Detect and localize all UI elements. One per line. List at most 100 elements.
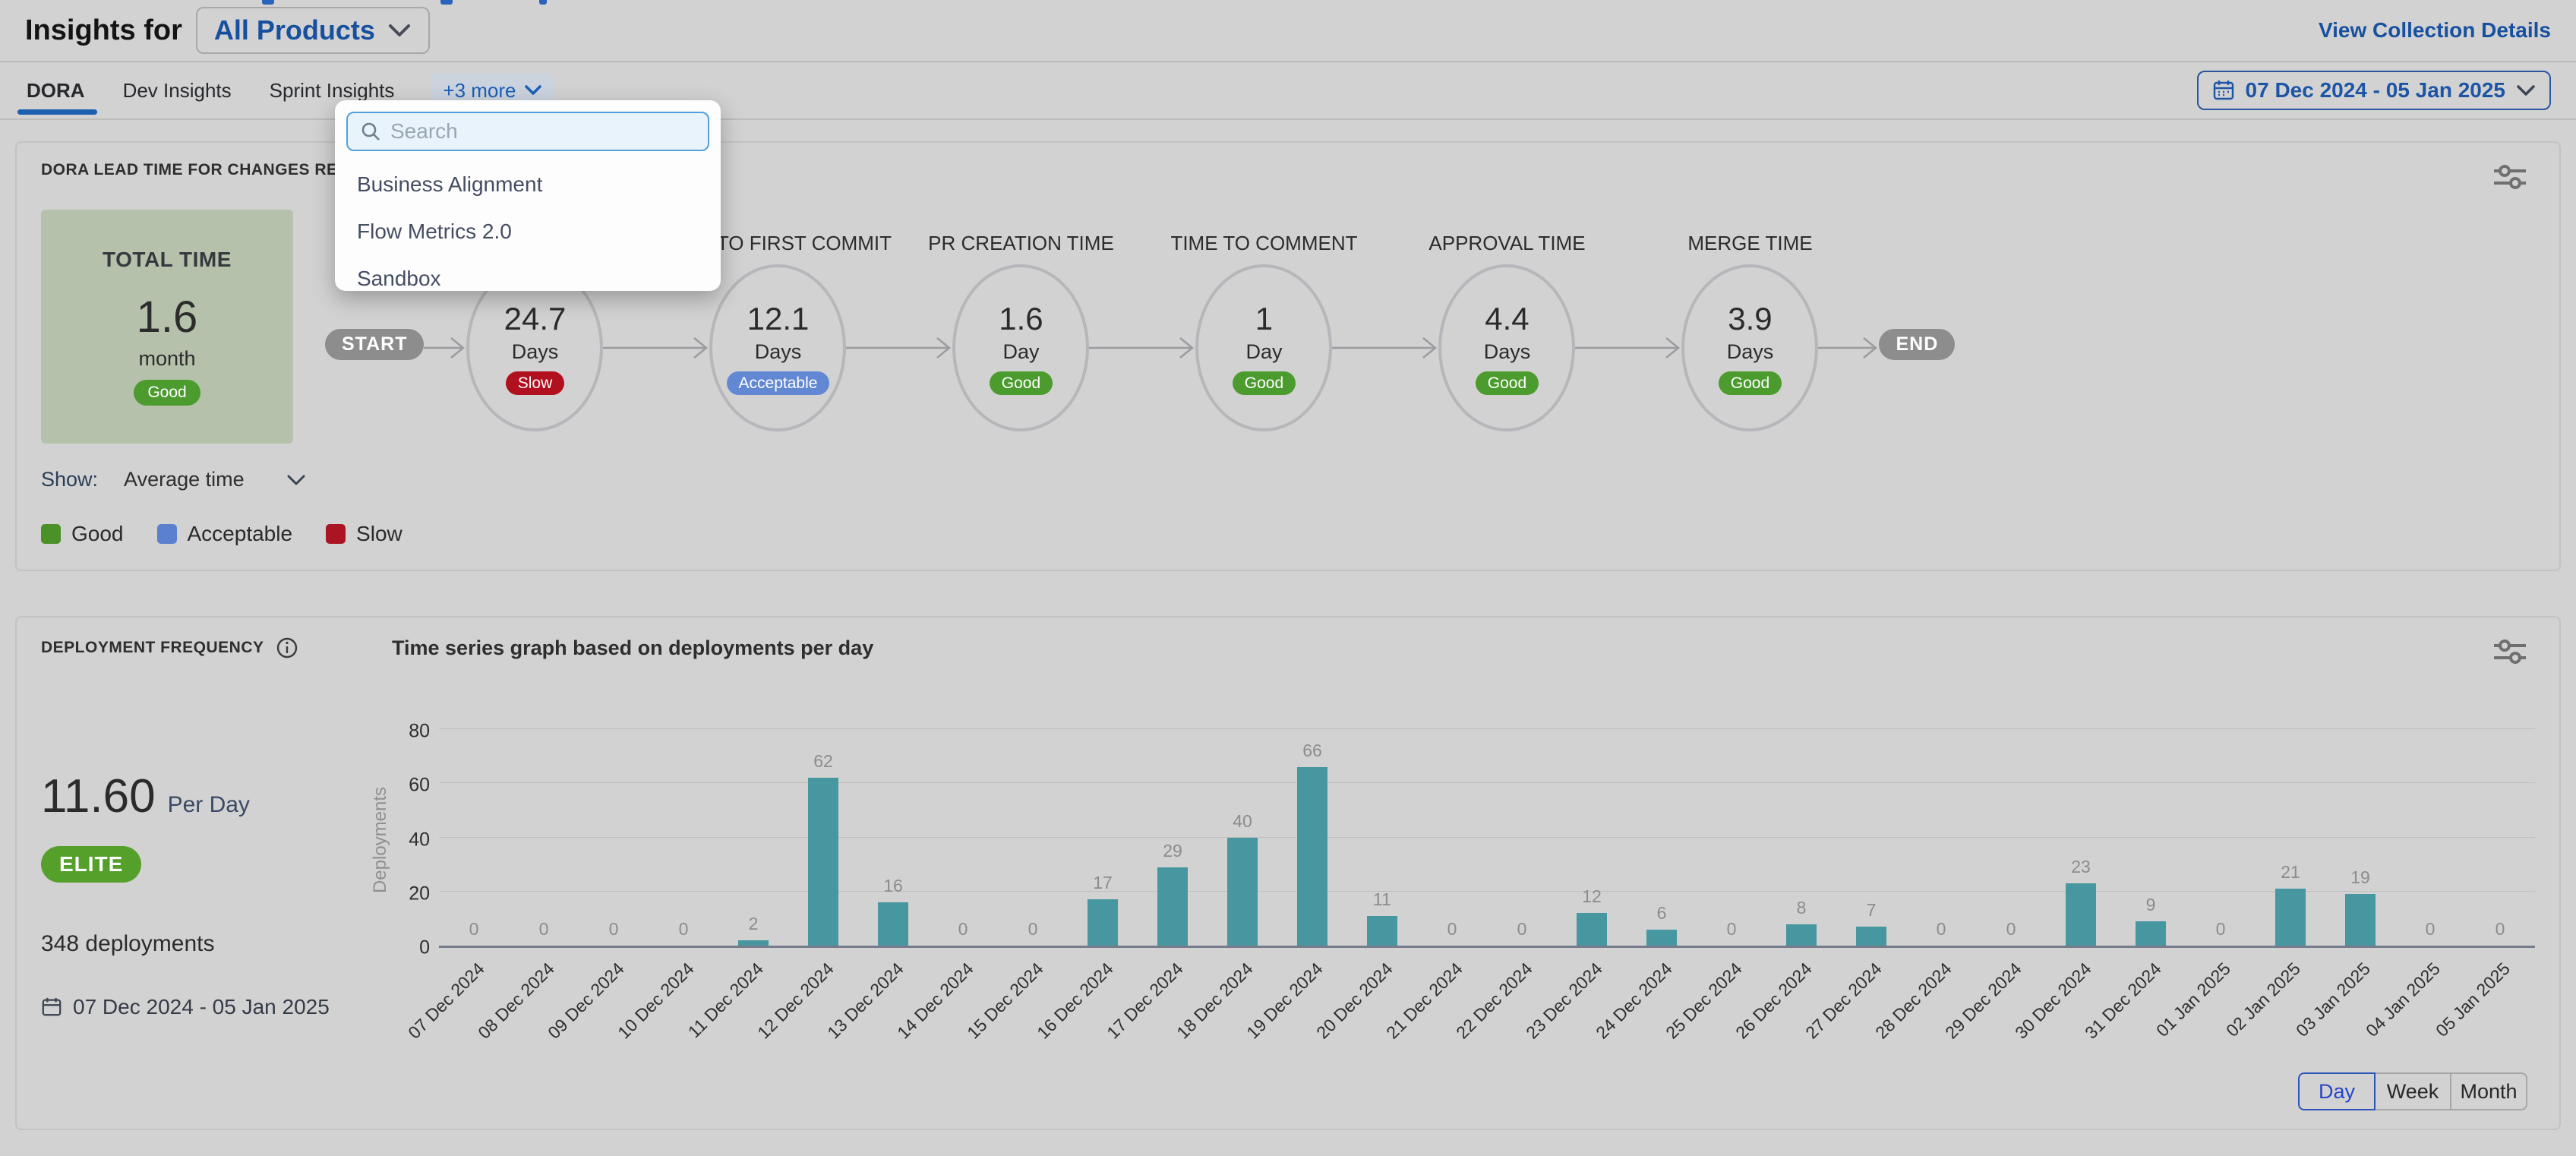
gridline [439, 836, 2535, 838]
stage-label: APPROVAL TIME [1428, 231, 1586, 254]
x-tick-label: 05 Jan 2025 [2432, 959, 2514, 1041]
more-tabs-dropdown: Business Alignment Flow Metrics 2.0 Sandbo… [335, 100, 721, 291]
dropdown-item-business-alignment[interactable]: Business Alignment [357, 172, 543, 196]
gridline [439, 890, 2535, 892]
product-selector-value: All Products [213, 14, 375, 46]
granularity-month-button[interactable]: Month [2450, 1072, 2527, 1110]
lead-time-stage: 24.7 Days Slow [466, 264, 604, 431]
stage-unit: Day [1002, 340, 1040, 363]
y-tick-label: 0 [419, 936, 430, 959]
stage-circle: 12.1 Days Acceptable [709, 264, 847, 431]
bar-value-label: 6 [1656, 902, 1667, 923]
dropdown-item-sandbox[interactable]: Sandbox [357, 267, 441, 290]
divider [0, 118, 2576, 120]
deployment-bar [1227, 837, 1258, 946]
bar-value-label: 2 [748, 913, 759, 933]
divider [0, 61, 2576, 62]
product-selector-button[interactable]: All Products [195, 7, 430, 54]
bar-value-label: 16 [883, 876, 903, 895]
stage-unit: Days [1483, 340, 1531, 363]
stage-circle: 1.6 Day Good [952, 264, 1090, 431]
bar-value-label: 11 [1373, 889, 1391, 909]
lead-time-stage: APPROVAL TIME 4.4 Days Good [1428, 232, 1586, 431]
bar-value-label: 62 [813, 751, 833, 772]
date-range-picker[interactable]: 07 Dec 2024 - 05 Jan 2025 [2196, 71, 2551, 110]
stage-value: 24.7 [504, 300, 567, 336]
show-label: Show: [41, 468, 99, 491]
stage-unit: Days [754, 340, 802, 363]
stage-rating-badge: Good [1718, 371, 1782, 396]
dashboard-body: DORA LEAD TIME FOR CHANGES REPORT TOTAL … [0, 120, 2576, 1130]
deployments-chart: Deployments 0 20 40 60 80 0 0 0 0 2 62 16 0 0 17 29 40 6… [368, 721, 2535, 1110]
legend-swatch [326, 524, 346, 544]
page-header: Insights for All Products View Collectio… [0, 0, 2576, 61]
deployment-bar [2275, 889, 2306, 946]
bar-value-label: 9 [2145, 894, 2156, 914]
deployment-bar [2345, 894, 2376, 946]
y-tick-label: 60 [409, 774, 430, 796]
granularity-day-button[interactable]: Day [2298, 1072, 2376, 1110]
search-input[interactable] [390, 119, 696, 144]
tab-list: DORA Dev Insights Sprint Insights [17, 65, 431, 116]
tab-label: Sprint Insights [269, 78, 395, 102]
bar-value-label: 8 [1796, 897, 1807, 918]
granularity-week-button[interactable]: Week [2374, 1072, 2451, 1110]
total-time-rating-badge: Good [134, 380, 200, 406]
y-tick-label: 80 [409, 720, 430, 742]
deployment-bar [1856, 927, 1886, 946]
deployment-bar [808, 778, 838, 946]
flow-arrow-icon [846, 333, 952, 363]
view-collection-details-link[interactable]: View Collection Details [2318, 18, 2551, 42]
dropdown-item-flow-metrics-2-0[interactable]: Flow Metrics 2.0 [357, 220, 512, 243]
stage-unit: Days [1726, 340, 1774, 363]
stage-circle: 1 Day Good [1195, 264, 1333, 431]
flow-arrow-icon [603, 333, 709, 363]
show-selector[interactable]: Show: Average time [41, 468, 307, 491]
bar-value-label: 17 [1093, 873, 1113, 893]
x-tick-label: 01 Jan 2025 [2152, 959, 2235, 1041]
deployment-frequency-card: DEPLOYMENT FREQUENCY Time series graph b… [15, 616, 2561, 1130]
dropdown-search[interactable] [346, 112, 709, 151]
widget-settings-icon[interactable] [2492, 163, 2527, 191]
bar-value-label: 0 [1447, 919, 1457, 939]
bar-value-label: 0 [678, 919, 689, 939]
legend-swatch [156, 524, 177, 544]
calendar-icon [2212, 79, 2235, 102]
stage-unit: Days [511, 340, 559, 363]
bar-value-label: 40 [1233, 810, 1252, 831]
stage-rating-badge: Good [989, 371, 1053, 396]
tab-sprint-insights[interactable]: Sprint Insights [268, 65, 396, 116]
y-tick-label: 40 [409, 829, 430, 850]
legend-swatch [41, 524, 61, 544]
flow-end-pill: END [1879, 329, 1956, 360]
lead-time-card: DORA LEAD TIME FOR CHANGES REPORT TOTAL … [15, 141, 2561, 571]
chevron-down-icon [524, 84, 542, 96]
active-tab-underline [17, 109, 97, 115]
y-axis-ticks: 0 20 40 60 80 [393, 721, 439, 959]
stage-rating-badge: Acceptable [726, 371, 830, 396]
stage-circle: 4.4 Days Good [1438, 264, 1576, 431]
bar-value-label: 0 [1028, 919, 1038, 939]
bar-value-label: 0 [469, 919, 479, 939]
stage-label: MERGE TIME [1687, 231, 1813, 254]
performance-badge: ELITE [41, 846, 142, 883]
info-icon[interactable] [275, 636, 299, 660]
tab-label: Dev Insights [122, 78, 232, 102]
dropdown-item-list: Business Alignment Flow Metrics 2.0 Sandbo… [346, 160, 709, 302]
clipped-text-fragment [539, 0, 547, 5]
bar-value-label: 0 [1517, 919, 1527, 939]
flow-arrow-icon [424, 333, 466, 363]
widget-settings-icon[interactable] [2492, 637, 2527, 666]
bar-value-label: 0 [1936, 919, 1946, 939]
chart-subtitle: Time series graph based on deployments p… [392, 636, 874, 659]
deployment-bar [1157, 867, 1188, 946]
bar-value-label: 0 [2006, 919, 2016, 939]
stage-value: 1.6 [999, 300, 1043, 336]
deployment-bar [738, 940, 769, 946]
stats-date-range: 07 Dec 2024 - 05 Jan 2025 [73, 995, 330, 1019]
deployment-bar [1297, 766, 1327, 946]
tab-dora[interactable]: DORA [17, 65, 97, 116]
bar-value-label: 23 [2071, 857, 2091, 877]
tab-dev-insights[interactable]: Dev Insights [122, 65, 233, 116]
